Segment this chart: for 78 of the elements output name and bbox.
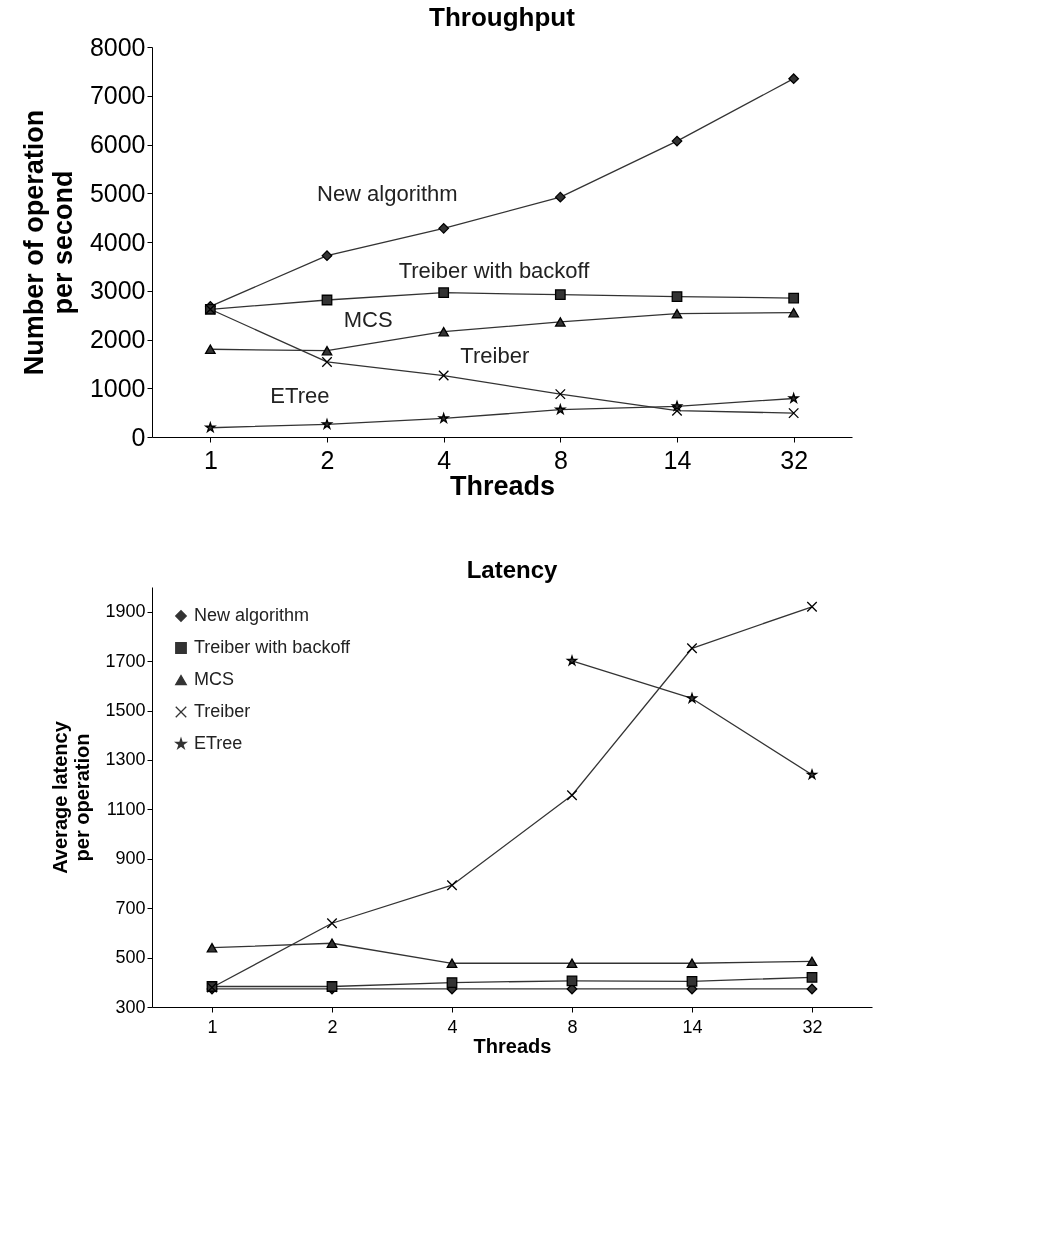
point [806, 983, 818, 995]
point [446, 958, 458, 969]
y-tick-label: 1900 [105, 601, 146, 622]
chart-title: Latency [466, 556, 558, 583]
legend-label: MCS [194, 669, 234, 689]
point [554, 317, 566, 327]
x-tick-label: 1 [207, 1016, 218, 1037]
y-tick-label: 0 [131, 422, 146, 451]
point [554, 289, 566, 301]
x-tick-label: 1 [203, 445, 218, 474]
y-axis-title: Average latency per operation [49, 720, 94, 874]
x-tick-label: 4 [437, 445, 452, 474]
x-axis-title: Threads [473, 1034, 552, 1057]
x-tick-label: 2 [327, 1016, 338, 1037]
y-axis-title: Number of operation per second [18, 109, 78, 376]
y-tick-label: 1000 [89, 373, 146, 402]
y-tick-label: 7000 [89, 81, 146, 110]
legend-label: Treiber with backoff [194, 637, 352, 657]
y-tick-label: 5000 [89, 178, 146, 207]
series-label: MCS [343, 306, 393, 332]
y-tick-label: 1700 [105, 650, 146, 671]
chart-title: Throughput [429, 2, 576, 32]
point [566, 655, 578, 666]
point [788, 307, 800, 318]
point [438, 222, 450, 234]
point [554, 191, 566, 203]
point [321, 250, 333, 262]
legend-label: Treiber [194, 701, 251, 721]
y-tick-label: 4000 [89, 227, 146, 256]
point [671, 308, 683, 319]
x-tick-label: 2 [320, 445, 335, 474]
point [788, 292, 800, 304]
legend-label: ETree [194, 733, 243, 753]
point [806, 956, 818, 967]
y-tick-label: 500 [115, 947, 146, 968]
legend-label: New algorithm [194, 605, 310, 625]
x-tick-label: 8 [567, 1016, 578, 1037]
point [671, 135, 683, 147]
series-label: Treiber [460, 343, 530, 369]
x-tick-label: 32 [802, 1016, 823, 1037]
point [686, 975, 698, 987]
point [806, 971, 818, 983]
x-axis-title: Threads [449, 470, 556, 501]
point [438, 287, 450, 299]
point [806, 769, 818, 780]
point [326, 938, 338, 949]
point [321, 418, 333, 429]
series-label: Treiber with backoff [398, 257, 591, 283]
series-label: ETree [270, 382, 330, 408]
y-tick-label: 6000 [89, 130, 146, 158]
x-tick-label: 14 [663, 445, 692, 474]
y-tick-label: 1300 [105, 749, 146, 770]
point [206, 942, 218, 953]
point [446, 977, 458, 988]
y-tick-label: 300 [115, 996, 146, 1017]
y-tick-label: 1500 [105, 700, 146, 721]
point [555, 404, 566, 415]
point [205, 422, 216, 433]
y-tick-label: 900 [115, 848, 146, 869]
point [438, 326, 450, 337]
y-tick-label: 8000 [89, 32, 146, 61]
x-tick-label: 32 [780, 445, 809, 474]
point [566, 975, 578, 987]
point [788, 73, 800, 85]
point [566, 958, 578, 969]
x-tick-label: 14 [682, 1016, 703, 1037]
y-tick-label: 1100 [106, 798, 146, 819]
y-tick-label: 3000 [89, 276, 146, 305]
y-tick-label: 2000 [89, 325, 146, 353]
point [686, 958, 698, 969]
point [671, 291, 683, 302]
point [204, 344, 216, 355]
x-tick-label: 4 [447, 1016, 458, 1037]
series-label: New algorithm [317, 180, 458, 206]
y-tick-label: 700 [115, 897, 146, 918]
point [321, 345, 333, 356]
x-tick-label: 8 [553, 445, 568, 474]
point [671, 400, 683, 411]
